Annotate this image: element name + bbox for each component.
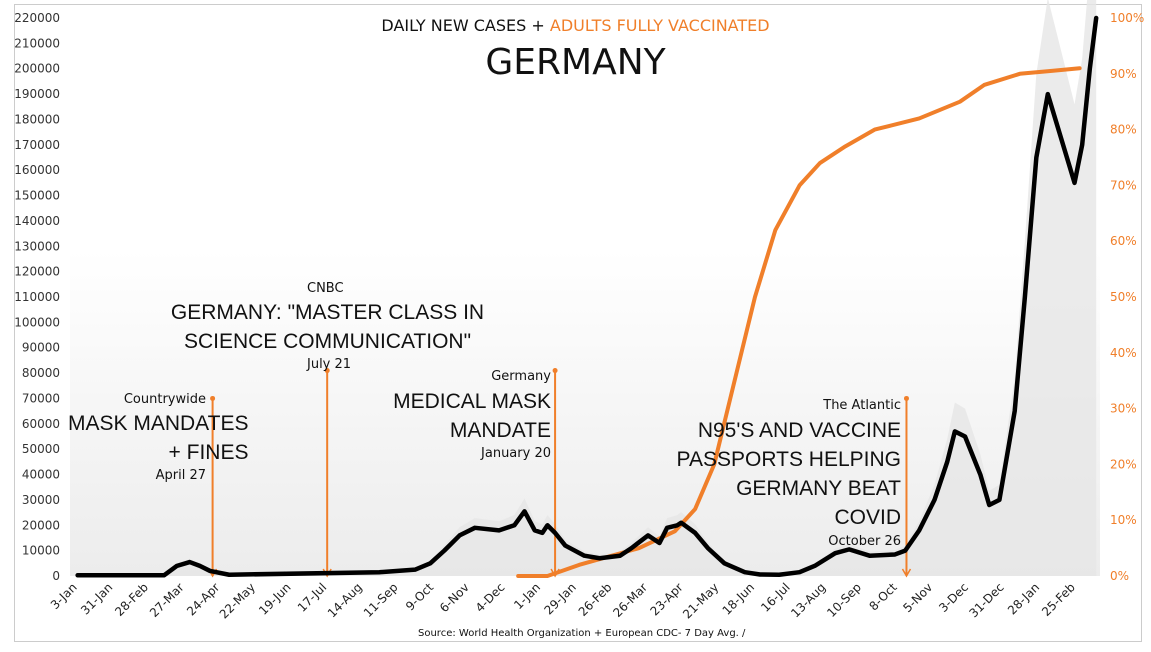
y-left-tick-label: 30000 — [22, 493, 60, 507]
annotation-2-date: July 21 — [307, 357, 352, 372]
y-right-tick-label: 70% — [1110, 178, 1137, 192]
x-tick-label: 10-Sep — [824, 580, 864, 620]
x-tick-label: 28-Feb — [112, 580, 151, 619]
annotation-3-date: January 20 — [481, 446, 551, 461]
y-left-tick-label: 90000 — [22, 341, 60, 355]
y-left-tick-label: 210000 — [14, 36, 60, 50]
x-tick-label: 8-Oct — [866, 580, 899, 613]
x-tick-label: 3-Dec — [936, 580, 971, 615]
annotation-dot — [210, 395, 216, 401]
y-left-tick-label: 180000 — [14, 112, 60, 126]
annotation-4-headline: N95'S AND VACCINE PASSPORTS HELPING GERMAN… — [677, 416, 901, 532]
annotation-dot — [552, 368, 558, 374]
annotation-3-headline: MEDICAL MASK MANDATE — [393, 387, 551, 445]
annotation-2-headline: GERMANY: "MASTER CLASS IN SCIENCE COMMUNI… — [160, 298, 495, 356]
y-left-tick-label: 160000 — [14, 163, 60, 177]
y-right-tick-label: 50% — [1110, 290, 1137, 304]
x-tick-label: 1-Jan — [511, 580, 543, 612]
headline-line: COVID — [834, 506, 901, 529]
y-left-tick-label: 150000 — [14, 189, 60, 203]
headline-line: MASK MANDATES — [68, 412, 249, 435]
y-left-tick-label: 50000 — [22, 442, 60, 456]
y-left-tick-label: 0 — [52, 569, 60, 583]
y-left-tick-label: 140000 — [14, 214, 60, 228]
x-tick-label: 4-Dec — [473, 580, 508, 615]
y-left-tick-label: 130000 — [14, 239, 60, 253]
y-right-tick-label: 90% — [1110, 67, 1137, 81]
headline-line: MEDICAL MASK — [393, 390, 551, 413]
headline-line: GERMANY: "MASTER CLASS IN — [170, 301, 485, 324]
annotation-1-source: Countrywide — [123, 392, 206, 407]
headline-line: PASSPORTS HELPING — [676, 448, 901, 471]
headline-line: + FINES — [168, 441, 249, 464]
x-tick-label: 11-Sep — [361, 580, 401, 620]
x-tick-label: 14-Aug — [325, 580, 365, 620]
x-tick-label: 28-Jan — [1005, 580, 1042, 617]
chart-subtitle: DAILY NEW CASES + ADULTS FULLY VACCINATE… — [0, 16, 1151, 35]
x-tick-label: 22-May — [217, 580, 258, 621]
y-right-tick-label: 0% — [1110, 569, 1129, 583]
headline-line: N95'S AND VACCINE — [697, 419, 901, 442]
chart-title: GERMANY — [485, 42, 666, 83]
x-tick-label: 9-Oct — [403, 580, 436, 613]
x-tick-label: 25-Feb — [1039, 580, 1078, 619]
y-left-tick-label: 190000 — [14, 87, 60, 101]
x-tick-label: 3-Jan — [48, 580, 80, 612]
x-tick-label: 27-Mar — [147, 580, 187, 620]
headline-line: MANDATE — [449, 419, 551, 442]
x-tick-label: 16-Jul — [758, 580, 792, 614]
y-left-tick-label: 40000 — [22, 468, 60, 482]
x-tick-label: 5-Nov — [900, 580, 935, 615]
x-tick-label: 19-Jun — [256, 580, 293, 617]
y-left-tick-label: 120000 — [14, 265, 60, 279]
y-right-tick-label: 30% — [1110, 402, 1137, 416]
annotation-dot — [324, 368, 330, 374]
annotation-arrow — [901, 568, 912, 578]
y-right-tick-label: 20% — [1110, 457, 1137, 471]
annotation-1-date: April 27 — [155, 468, 206, 483]
y-right-tick-label: 60% — [1110, 234, 1137, 248]
vaccinated-line — [516, 66, 1082, 578]
y-left-tick-label: 200000 — [14, 62, 60, 76]
x-tick-label: 21-May — [680, 580, 721, 621]
source-note: Source: World Health Organization + Euro… — [418, 628, 746, 639]
chart-frame — [14, 4, 1142, 642]
headline-line: SCIENCE COMMUNICATION" — [183, 330, 472, 353]
cases-line — [75, 15, 1099, 578]
y-left-tick-label: 110000 — [14, 290, 60, 304]
y-left-tick-label: 20000 — [22, 518, 60, 532]
x-tick-label: 31-Jan — [78, 580, 115, 617]
headline-line: GERMANY BEAT — [736, 477, 901, 500]
y-left-tick-label: 170000 — [14, 138, 60, 152]
x-tick-label: 6-Nov — [437, 580, 472, 615]
y-right-tick-label: 80% — [1110, 123, 1137, 137]
y-left-tick-label: 60000 — [22, 417, 60, 431]
y-right-tick-label: 100% — [1110, 11, 1144, 25]
y-left-tick-label: 70000 — [22, 391, 60, 405]
annotation-4-date: October 26 — [828, 534, 901, 549]
y-left-tick-label: 80000 — [22, 366, 60, 380]
y-right-tick-label: 10% — [1110, 513, 1137, 527]
annotation-3-source: Germany — [491, 369, 551, 384]
x-tick-label: 26-Mar — [610, 580, 650, 620]
y-left-tick-label: 220000 — [14, 11, 60, 25]
annotation-2-source: CNBC — [307, 281, 344, 296]
x-tick-label: 26-Feb — [576, 580, 615, 619]
y-left-tick-label: 100000 — [14, 315, 60, 329]
annotation-dot — [903, 395, 909, 401]
y-left-tick-label: 10000 — [22, 544, 60, 558]
annotation-1-headline: MASK MANDATES + FINES — [68, 409, 248, 467]
x-tick-label: 29-Jan — [542, 580, 579, 617]
daily-cases-bars-area — [77, 0, 1097, 576]
x-tick-label: 31-Dec — [966, 580, 1006, 620]
x-tick-label: 13-Aug — [788, 580, 828, 620]
subtitle-vaccinated: ADULTS FULLY VACCINATED — [549, 16, 770, 35]
x-tick-label: 18-Jun — [720, 580, 757, 617]
subtitle-cases: DAILY NEW CASES + — [381, 16, 550, 35]
y-right-tick-label: 40% — [1110, 346, 1137, 360]
annotation-4-source: The Atlantic — [823, 398, 901, 413]
x-tick-label: 17-Jul — [295, 580, 329, 614]
